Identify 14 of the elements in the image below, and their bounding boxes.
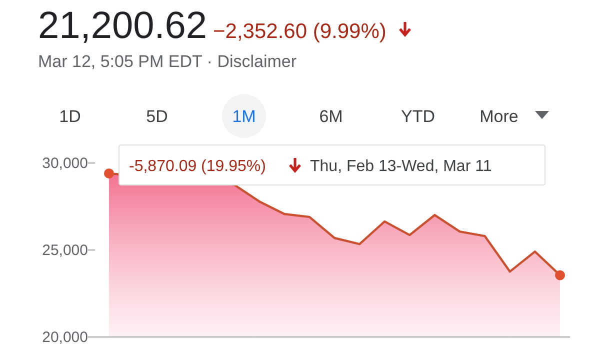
text: 5D — [146, 107, 168, 126]
text: 6M — [319, 107, 343, 126]
chart-subtitle: Mar 12, 5:05 PM EDT · Disclaimer — [38, 52, 297, 71]
y-tick-label: 25,000 — [42, 242, 88, 259]
text: 1M — [232, 107, 256, 126]
annotation: -5,870.09 (19.95%) — [129, 158, 266, 175]
annotation: Thu, Feb 13-Wed, Mar 11 — [310, 158, 492, 175]
text: YTD — [401, 107, 435, 126]
chart-title: 21,200.62 — [38, 5, 208, 47]
y-tick-label: 30,000 — [42, 155, 88, 172]
text: 1D — [59, 107, 81, 126]
text: −2,352.60 (9.99%) — [213, 20, 386, 43]
text: More — [480, 107, 518, 126]
y-tick-label: 20,000 — [42, 329, 88, 346]
